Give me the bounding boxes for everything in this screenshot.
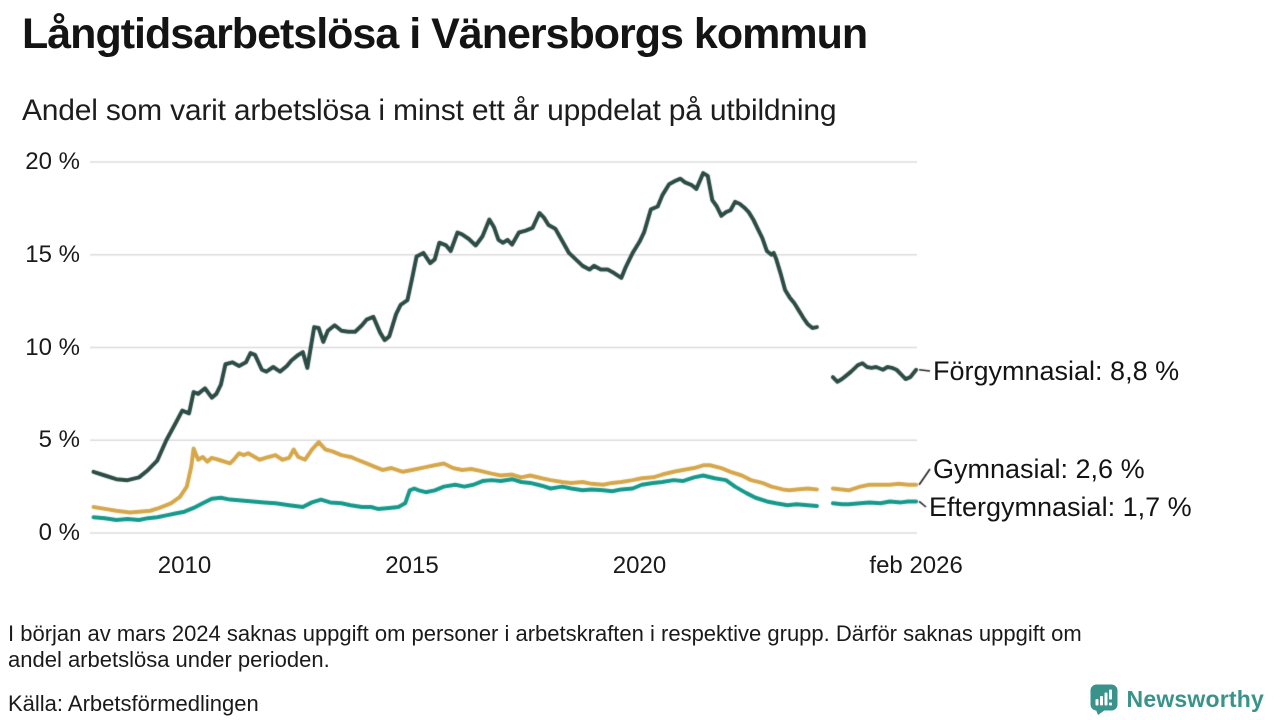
footnote: I början av mars 2024 saknas uppgift om …: [8, 621, 1258, 673]
footnote-line-2: andel arbetslösa under perioden.: [8, 647, 330, 672]
newsworthy-icon: [1090, 684, 1118, 715]
y-tick-label: 5 %: [38, 426, 80, 454]
source-label: Källa: Arbetsförmedlingen: [8, 691, 259, 716]
series-end-label-gymnasial: Gymnasial: 2,6 %: [933, 454, 1145, 484]
x-tick-label: 2015: [385, 552, 439, 579]
newsworthy-logo: Newsworthy: [1090, 684, 1264, 715]
y-tick-label: 15 %: [25, 240, 80, 268]
y-tick-label: 10 %: [25, 333, 80, 361]
newsworthy-wordmark: Newsworthy: [1126, 686, 1264, 712]
x-tick-label: 2020: [612, 552, 667, 579]
chart-subtitle: Andel som varit arbetslösa i minst ett å…: [22, 94, 837, 127]
footnote-line-1: I början av mars 2024 saknas uppgift om …: [8, 621, 1082, 646]
series-end-label-förgymnasial: Förgymnasial: 8,8 %: [933, 356, 1180, 386]
series-end-label-eftergymnasial: Eftergymnasial: 1,7 %: [929, 492, 1192, 522]
y-tick-label: 20 %: [25, 148, 80, 175]
y-tick-label: 0 %: [38, 519, 80, 546]
x-tick-label: 2010: [157, 552, 212, 579]
page-title: Långtidsarbetslösa i Vänersborgs kommun: [22, 10, 868, 58]
x-tick-label: feb 2026: [869, 552, 963, 579]
